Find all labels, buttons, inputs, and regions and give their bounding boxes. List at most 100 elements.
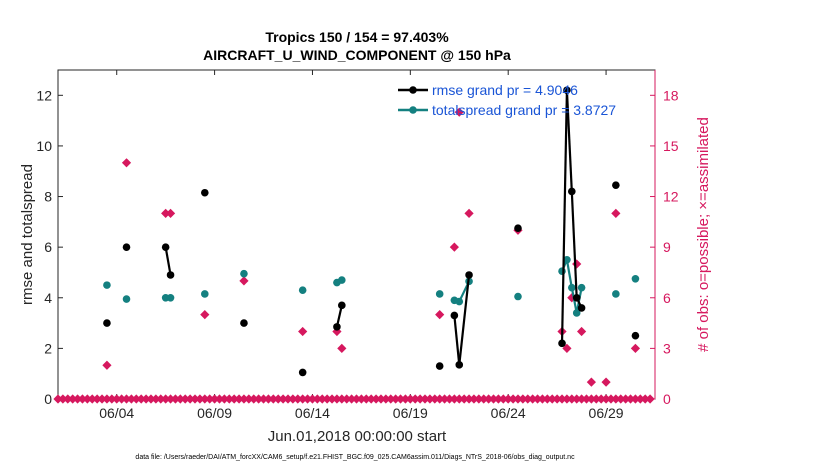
obs-possible-marker xyxy=(562,343,572,353)
obs-zero-marker xyxy=(523,394,533,404)
obs-zero-marker xyxy=(322,394,332,404)
obs-zero-marker xyxy=(293,394,303,404)
obs-zero-marker xyxy=(547,394,557,404)
chart-subtitle: AIRCRAFT_U_WIND_COMPONENT @ 150 hPa xyxy=(203,47,511,63)
obs-possible-marker xyxy=(165,208,176,219)
obs-zero-marker xyxy=(581,394,592,404)
obs-zero-marker xyxy=(630,394,641,404)
obs-zero-marker xyxy=(283,394,293,404)
obs-zero-marker xyxy=(185,394,195,404)
rmse-point xyxy=(568,187,576,196)
obs-zero-marker xyxy=(449,394,459,404)
rmse-point xyxy=(572,293,581,302)
x-tick-label: 06/19 xyxy=(393,405,428,421)
obs-possible-marker xyxy=(630,343,641,353)
obs-zero-marker xyxy=(635,394,645,404)
obs-zero-marker xyxy=(391,394,401,404)
obs-possible-marker xyxy=(454,107,464,117)
y-right-tick-label: 6 xyxy=(663,290,671,306)
obs-zero-marker xyxy=(170,394,181,404)
obs-zero-marker xyxy=(415,394,425,404)
obs-zero-marker xyxy=(400,394,411,404)
obs-zero-marker xyxy=(567,394,577,404)
obs-possible-marker xyxy=(449,242,459,252)
totalspread-point xyxy=(568,283,576,292)
obs-zero-marker xyxy=(557,394,567,404)
obs-zero-marker xyxy=(479,394,489,404)
obs-zero-marker xyxy=(141,394,151,404)
obs-zero-marker xyxy=(371,394,381,404)
x-axis-label: Jun.01,2018 00:00:00 start xyxy=(268,428,447,445)
obs-zero-marker xyxy=(591,394,601,404)
legend-rmse-label: rmse grand pr = 4.9046 xyxy=(432,82,578,98)
totalspread-segment xyxy=(565,259,573,288)
obs-zero-marker xyxy=(327,394,337,404)
obs-zero-marker xyxy=(307,394,318,404)
rmse-point xyxy=(465,271,473,279)
obs-zero-marker xyxy=(205,394,215,404)
y-right-tick-label: 9 xyxy=(663,239,671,255)
totalspread-point xyxy=(455,297,464,306)
obs-zero-marker xyxy=(493,394,504,404)
rmse-point xyxy=(577,304,586,312)
obs-zero-marker xyxy=(229,394,239,404)
obs-zero-marker xyxy=(239,394,249,404)
obs-zero-marker xyxy=(97,394,107,404)
obs-zero-marker xyxy=(342,394,352,404)
obs-zero-marker xyxy=(435,394,445,404)
obs-zero-marker xyxy=(366,394,376,404)
obs-zero-marker xyxy=(234,394,244,404)
obs-zero-marker xyxy=(454,394,464,404)
obs-zero-marker xyxy=(410,394,420,404)
rmse-segment xyxy=(570,191,578,298)
obs-zero-marker xyxy=(386,394,396,404)
obs-zero-marker xyxy=(347,394,357,404)
legend-rmse-marker xyxy=(409,86,417,94)
obs-zero-marker xyxy=(312,394,322,404)
y-right-tick-label: 15 xyxy=(663,138,679,154)
obs-zero-marker xyxy=(107,394,117,404)
x-tick-label: 06/14 xyxy=(295,405,330,421)
y-axis-label: rmse and totalspread xyxy=(19,164,36,305)
chart-title: Tropics 150 / 154 = 97.403% xyxy=(265,29,449,45)
rmse-series xyxy=(103,86,640,377)
rmse-point xyxy=(563,86,571,95)
totalspread-point xyxy=(577,283,586,292)
obs-zero-marker xyxy=(332,394,342,404)
obs-zero-marker xyxy=(224,394,234,404)
obs-zero-marker xyxy=(356,394,366,404)
x-tick-label: 06/29 xyxy=(589,405,624,421)
obs-zero-marker xyxy=(405,394,415,404)
obs-zero-marker xyxy=(190,394,200,404)
rmse-point xyxy=(612,181,620,189)
obs-zero-marker xyxy=(425,394,435,404)
rmse-segment xyxy=(458,274,471,365)
rmse-point xyxy=(161,243,170,251)
obs-zero-marker xyxy=(219,394,229,404)
obs-zero-marker xyxy=(278,394,288,404)
obs-zero-marker xyxy=(209,394,220,404)
y-right-tick-label: 0 xyxy=(663,391,671,407)
obs-zero-marker xyxy=(214,394,225,404)
rmse-point xyxy=(122,243,131,251)
obs-zero-marker xyxy=(268,394,278,404)
obs-zero-marker xyxy=(552,394,562,404)
obs-possible-marker xyxy=(611,208,621,219)
rmse-segment xyxy=(164,246,172,276)
y-tick-label: 10 xyxy=(36,138,52,154)
rmse-point xyxy=(514,224,522,232)
totalspread-point xyxy=(572,309,581,317)
obs-zero-marker xyxy=(77,394,88,404)
obs-zero-marker xyxy=(601,394,611,404)
obs-zero-marker xyxy=(288,394,298,404)
totalspread-point xyxy=(631,274,640,283)
obs-zero-marker xyxy=(298,394,308,404)
rmse-point xyxy=(455,361,464,369)
obs-zero-marker xyxy=(102,394,112,404)
obs-zero-marker xyxy=(126,394,137,404)
obs-zero-marker xyxy=(611,394,621,404)
totalspread-point xyxy=(563,256,571,264)
x-tick-label: 06/09 xyxy=(197,405,232,421)
obs-zero-marker xyxy=(537,394,548,404)
obs-zero-marker xyxy=(254,394,264,404)
